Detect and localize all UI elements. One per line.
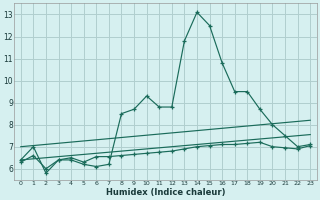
X-axis label: Humidex (Indice chaleur): Humidex (Indice chaleur) [106, 188, 225, 197]
